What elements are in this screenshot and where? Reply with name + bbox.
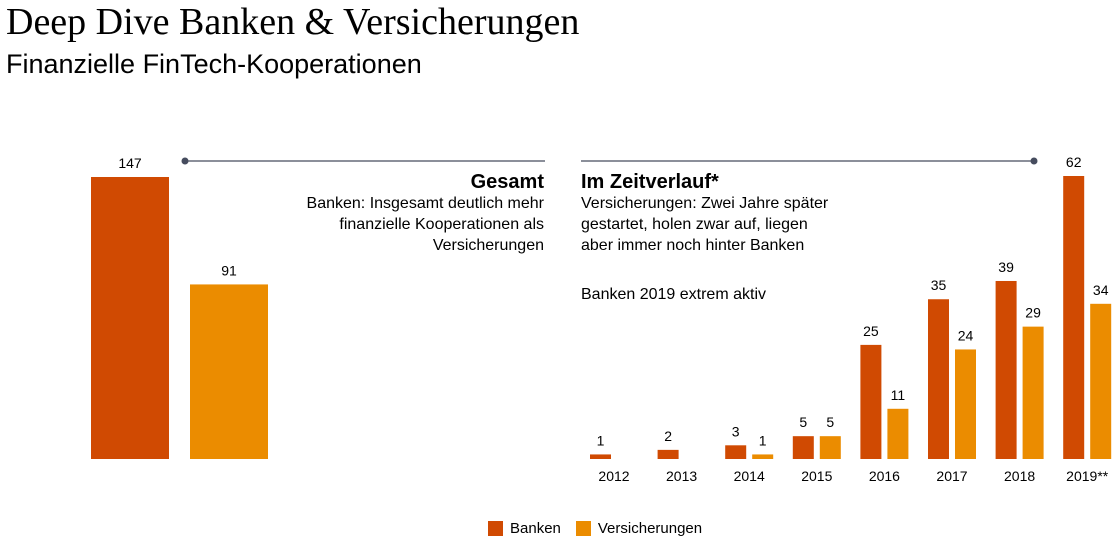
- data-label: 11: [891, 387, 906, 403]
- legend-swatch-versicherungen: [575, 521, 591, 536]
- data-label: 34: [1093, 282, 1109, 298]
- data-label: 3: [732, 423, 740, 439]
- page-title: Deep Dive Banken & Versicherungen: [6, 1, 580, 43]
- data-label: 5: [826, 414, 834, 430]
- legend-label-banken: Banken: [510, 520, 561, 537]
- x-tick-label: 2013: [666, 468, 697, 484]
- x-tick-label: 2016: [869, 468, 900, 484]
- x-tick-label: 2012: [598, 468, 629, 484]
- data-label: 1: [759, 432, 767, 448]
- data-label: 5: [799, 414, 807, 430]
- bar-2019-banken: [1063, 176, 1085, 459]
- bar-2016-banken: [860, 344, 882, 459]
- data-label: 35: [931, 277, 947, 293]
- data-label: 24: [958, 327, 974, 343]
- legend-item-banken: Banken: [488, 520, 561, 537]
- zeitverlauf-heading: Im Zeitverlauf*: [581, 171, 719, 193]
- bar-2018-versicherungen: [1022, 326, 1044, 459]
- bar-2014-banken: [725, 445, 747, 459]
- data-label: 25: [863, 323, 879, 339]
- data-label: 2: [664, 428, 672, 444]
- x-tick-label: 2019**: [1066, 468, 1109, 484]
- bar-2017-banken: [928, 299, 949, 459]
- bar-2015-banken: [792, 436, 814, 459]
- bar-2017-versicherungen: [955, 349, 976, 459]
- connector-dot: [1030, 157, 1038, 165]
- bar-2015-versicherungen: [819, 436, 841, 459]
- bar-2018-banken: [995, 280, 1017, 459]
- bar-2014-versicherungen: [752, 454, 774, 459]
- legend-swatch-banken: [488, 521, 503, 536]
- x-tick-label: 2017: [936, 468, 967, 484]
- bar-gesamt-banken: [91, 177, 169, 459]
- bar-2019-versicherungen: [1090, 303, 1112, 459]
- data-label: 39: [998, 259, 1014, 275]
- gesamt-text: Banken: Insgesamt deutlich mehr finanzie…: [306, 195, 544, 254]
- bar-2013-banken: [657, 449, 679, 459]
- data-label: 1: [597, 432, 605, 448]
- legend-item-versicherungen: Versicherungen: [575, 520, 703, 537]
- data-label: 147: [118, 155, 142, 171]
- bar-2016-versicherungen: [887, 408, 909, 459]
- legend: Banken Versicherungen: [488, 520, 717, 537]
- x-tick-label: 2015: [801, 468, 832, 484]
- zeitverlauf-text: Versicherungen: Zwei Jahre später gestar…: [581, 195, 829, 254]
- data-label: 29: [1025, 305, 1041, 321]
- page-subtitle: Finanzielle FinTech-Kooperationen: [6, 49, 422, 79]
- bar-2012-banken: [590, 454, 611, 459]
- x-tick-label: 2014: [734, 468, 765, 484]
- data-label: 91: [221, 262, 237, 278]
- legend-label-versicherungen: Versicherungen: [597, 520, 703, 537]
- zeitverlauf-text2: Banken 2019 extrem aktiv: [581, 286, 766, 303]
- connector-dot: [181, 157, 189, 165]
- data-label: 62: [1066, 154, 1082, 170]
- gesamt-heading: Gesamt: [470, 171, 544, 193]
- x-tick-label: 2018: [1004, 468, 1035, 484]
- bar-gesamt-versicherungen: [190, 284, 268, 459]
